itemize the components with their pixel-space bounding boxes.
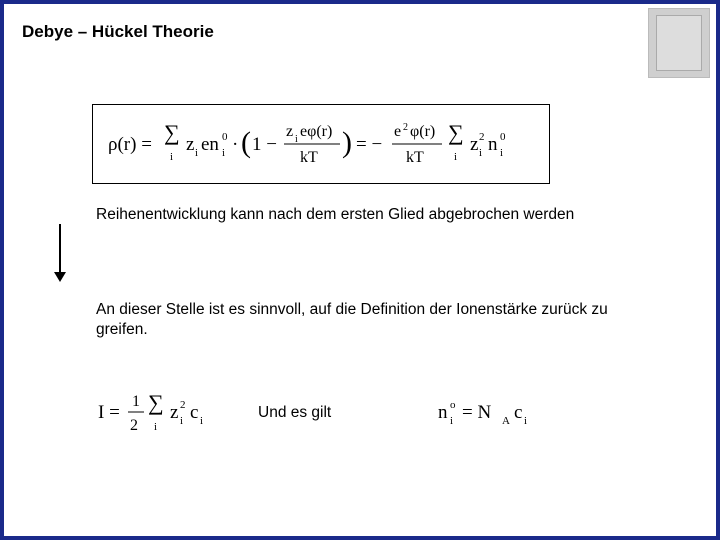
svg-text:∑: ∑ [148, 390, 164, 415]
body-text-3: Und es gilt [258, 404, 331, 422]
slide-frame: Debye – Hückel Theorie ρ(r) = ∑ i z i en… [4, 4, 716, 536]
svg-text:1: 1 [132, 393, 140, 410]
svg-text:i: i [450, 415, 453, 427]
svg-text:i: i [195, 147, 198, 159]
svg-text:z: z [186, 134, 194, 155]
svg-text:φ(r): φ(r) [410, 123, 435, 140]
equation-main: ρ(r) = ∑ i z i en i 0 · ( 1 − z i eφ(r) … [106, 112, 536, 176]
down-arrow-icon [52, 224, 68, 282]
svg-text:i: i [222, 147, 225, 159]
svg-text:I =: I = [98, 402, 120, 423]
svg-text:kT: kT [406, 149, 424, 166]
svg-text:2: 2 [180, 399, 186, 411]
body-text-1: Reihenentwicklung kann nach dem ersten G… [96, 206, 676, 224]
svg-text:A: A [502, 415, 510, 427]
svg-text:eφ(r): eφ(r) [300, 123, 332, 140]
svg-text:i: i [479, 147, 482, 159]
svg-text:(: ( [241, 126, 251, 159]
svg-text:ρ(r) =: ρ(r) = [108, 134, 152, 155]
thumbnail-image [656, 15, 702, 71]
svg-text:0: 0 [500, 131, 506, 143]
svg-text:= −: = − [356, 134, 382, 155]
svg-text:i: i [154, 421, 157, 433]
svg-text:z: z [286, 123, 293, 140]
svg-text:i: i [170, 151, 173, 163]
svg-text:∑: ∑ [448, 120, 464, 145]
svg-text:i: i [454, 151, 457, 163]
svg-text:e: e [394, 123, 401, 140]
equation-n0: n i o = N A c i [436, 392, 566, 432]
svg-text:c: c [514, 402, 522, 423]
svg-text:= N: = N [462, 402, 491, 423]
svg-text:n: n [488, 134, 498, 155]
svg-text:): ) [342, 126, 352, 159]
svg-text:n: n [438, 402, 448, 423]
svg-text:i: i [295, 134, 298, 145]
svg-text:i: i [180, 415, 183, 427]
svg-text:c: c [190, 402, 198, 423]
svg-text:i: i [524, 415, 527, 427]
svg-text:∑: ∑ [164, 120, 180, 145]
svg-text:o: o [450, 399, 456, 411]
equation-main-box: ρ(r) = ∑ i z i en i 0 · ( 1 − z i eφ(r) … [92, 104, 550, 184]
svg-text:2: 2 [403, 122, 408, 133]
slide-title: Debye – Hückel Theorie [22, 22, 214, 42]
svg-text:0: 0 [222, 131, 228, 143]
svg-text:2: 2 [479, 131, 485, 143]
svg-text:1 −: 1 − [252, 134, 277, 155]
svg-text:en: en [201, 134, 219, 155]
equation-ionic-strength: I = 1 2 ∑ i z i 2 c i [96, 386, 226, 436]
svg-text:i: i [200, 415, 203, 427]
svg-text:·: · [232, 134, 238, 155]
corner-thumbnail [648, 8, 710, 78]
svg-text:kT: kT [300, 149, 318, 166]
svg-text:2: 2 [130, 417, 138, 434]
svg-text:i: i [500, 147, 503, 159]
svg-text:z: z [170, 402, 178, 423]
svg-text:z: z [470, 134, 478, 155]
body-text-2: An dieser Stelle ist es sinnvoll, auf di… [96, 300, 656, 340]
